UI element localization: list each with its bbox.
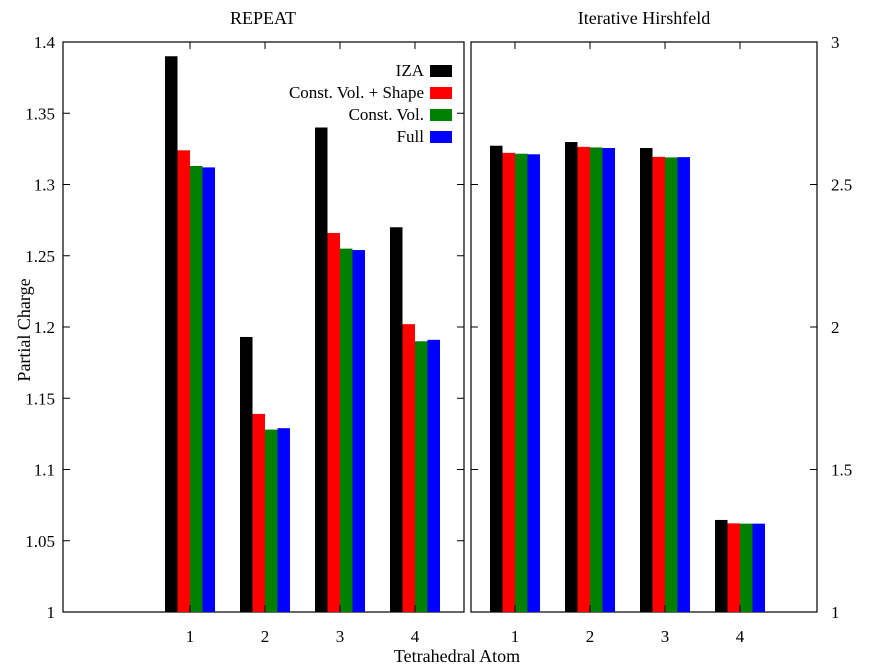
- bar-p2-full-1: [527, 154, 540, 613]
- bar-p1-const-vol-shape-1: [177, 150, 190, 613]
- bar-p2-const-vol-shape-1: [502, 152, 515, 613]
- bar-p2-iza-1: [490, 145, 503, 613]
- panel-title-2: Iterative Hirshfeld: [578, 8, 710, 28]
- y-tick-label-p1: 1.15: [25, 389, 55, 408]
- bar-p2-full-2: [602, 148, 615, 612]
- x-tick-label-p1-3: 3: [336, 627, 345, 646]
- legend-label-2: Const. Vol. + Shape: [289, 83, 424, 102]
- legend-swatch-4: [430, 131, 452, 143]
- bar-p1-iza-2: [240, 336, 253, 612]
- bar-p2-const-vol--3: [665, 157, 678, 613]
- bar-p2-const-vol-shape-2: [577, 146, 590, 612]
- bar-p1-full-3: [352, 250, 365, 613]
- legend-swatch-3: [430, 109, 452, 121]
- bar-p1-full-4: [427, 339, 440, 612]
- legend-label-1: IZA: [396, 61, 425, 80]
- bar-p1-const-vol--4: [415, 341, 428, 612]
- bar-p1-const-vol-shape-3: [327, 232, 340, 612]
- bar-p2-iza-3: [640, 148, 653, 612]
- legend-swatch-2: [430, 87, 452, 99]
- y-tick-label-p2: 1: [831, 603, 840, 622]
- y-tick-label-p2: 2: [831, 318, 840, 337]
- legend-label-3: Const. Vol.: [349, 105, 424, 124]
- x-tick-label-p2-4: 4: [736, 627, 745, 646]
- legend-label-4: Full: [397, 127, 425, 146]
- bar-p1-full-2: [277, 428, 290, 612]
- bar-p2-full-4: [752, 523, 765, 612]
- bar-p1-const-vol--1: [190, 165, 203, 612]
- y-tick-label-p1: 1.2: [34, 318, 55, 337]
- bar-p2-iza-4: [715, 519, 728, 612]
- bar-p2-full-3: [677, 157, 690, 612]
- y-tick-label-p2: 2.5: [831, 176, 852, 195]
- bar-p2-const-vol-shape-4: [727, 523, 740, 612]
- x-tick-label-p1-1: 1: [186, 627, 195, 646]
- bar-p1-const-vol--2: [265, 429, 278, 612]
- x-tick-label-p1-2: 2: [261, 627, 270, 646]
- y-tick-label-p1: 1.4: [34, 33, 56, 52]
- y-tick-label-p1: 1.25: [25, 247, 55, 266]
- x-tick-label-p2-3: 3: [661, 627, 670, 646]
- bar-p1-const-vol-shape-4: [402, 324, 415, 612]
- bar-p2-const-vol--4: [740, 523, 753, 612]
- x-axis-title: Tetrahedral Atom: [394, 646, 520, 666]
- y-tick-label-p2: 1.5: [831, 461, 852, 480]
- bar-p2-const-vol--2: [590, 147, 603, 612]
- bar-p2-iza-2: [565, 142, 578, 612]
- x-tick-label-p1-4: 4: [411, 627, 420, 646]
- bar-p1-iza-3: [315, 127, 328, 612]
- bar-p1-iza-4: [390, 227, 403, 612]
- x-tick-label-p2-1: 1: [511, 627, 520, 646]
- bar-p1-iza-1: [165, 56, 178, 612]
- y-tick-label-p2: 3: [831, 33, 840, 52]
- y-tick-label-p1: 1.35: [25, 104, 55, 123]
- bar-p1-const-vol--3: [340, 248, 353, 612]
- y-axis-title: Partial Charge: [14, 278, 34, 381]
- bar-p2-const-vol--1: [515, 153, 528, 612]
- bar-p1-full-1: [202, 167, 215, 612]
- panel-title-1: REPEAT: [230, 8, 296, 28]
- x-tick-label-p2-2: 2: [586, 627, 595, 646]
- y-tick-label-p1: 1: [47, 603, 56, 622]
- legend-swatch-1: [430, 65, 452, 77]
- y-tick-label-p1: 1.3: [34, 176, 55, 195]
- y-tick-label-p1: 1.05: [25, 532, 55, 551]
- bar-p2-const-vol-shape-3: [652, 156, 665, 613]
- y-tick-label-p1: 1.1: [34, 461, 55, 480]
- bar-p1-const-vol-shape-2: [252, 413, 265, 612]
